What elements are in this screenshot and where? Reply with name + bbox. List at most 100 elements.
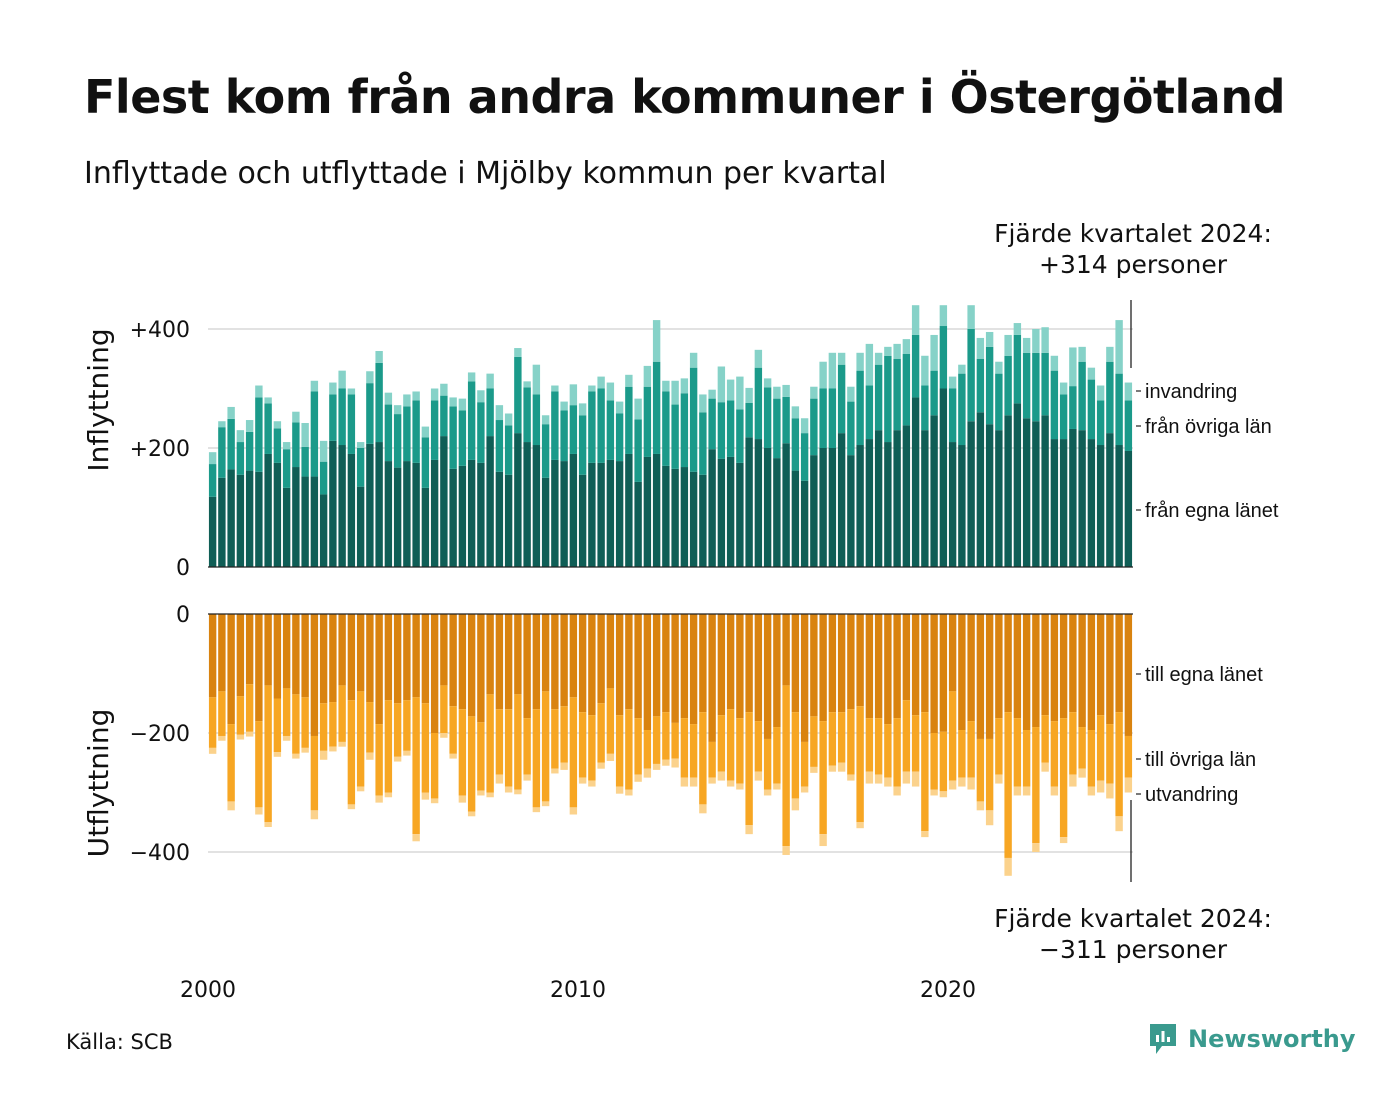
outflow-bar-segment bbox=[828, 712, 837, 766]
inflow-bar-segment bbox=[606, 400, 615, 460]
inflow-bar-segment bbox=[338, 445, 346, 567]
inflow-bar-segment bbox=[754, 349, 763, 368]
inflow-bar-segment bbox=[884, 346, 892, 356]
inflow-bar-segment bbox=[560, 401, 568, 411]
outflow-bar-segment bbox=[292, 614, 300, 695]
outflow-bar-segment bbox=[393, 756, 402, 762]
inflow-bar-segment bbox=[255, 385, 263, 398]
outflow-bar-segment bbox=[597, 614, 605, 704]
outflow-bar-segment bbox=[634, 614, 642, 719]
legend-out-own-county: till egna länet bbox=[1136, 664, 1263, 686]
outflow-bar-segment bbox=[523, 774, 531, 781]
outflow-bar-segment bbox=[1087, 786, 1096, 796]
outflow-bar-segment bbox=[430, 614, 439, 733]
inflow-bar-segment bbox=[745, 387, 753, 403]
outflow-bar-segment bbox=[421, 792, 430, 800]
inflow-bar-segment bbox=[662, 380, 670, 392]
outflow-bar-segment bbox=[1032, 614, 1040, 728]
outflow-bar-segment bbox=[717, 771, 726, 781]
inflow-bar-segment bbox=[615, 401, 624, 414]
outflow-bar-segment bbox=[865, 614, 874, 719]
inflow-bar-segment bbox=[1041, 352, 1049, 416]
inflow-bar-segment bbox=[421, 437, 430, 488]
inflow-bar-segment bbox=[523, 381, 531, 388]
outflow-bar-segment bbox=[948, 614, 957, 692]
inflow-bar-segment bbox=[1087, 367, 1096, 380]
outflow-bar-segment bbox=[847, 709, 855, 775]
inflow-bar-segment bbox=[301, 446, 309, 477]
inflow-bar-segment bbox=[837, 364, 846, 434]
inflow-bar-segment bbox=[754, 439, 763, 567]
inflow-bar-segment bbox=[486, 373, 494, 389]
inflow-bar-segment bbox=[1078, 430, 1086, 567]
outflow-bar-segment bbox=[763, 738, 772, 790]
outflow-bar-segment bbox=[606, 688, 615, 754]
inflow-bar-segment bbox=[495, 405, 504, 421]
inflow-bar-segment bbox=[1124, 450, 1133, 567]
outflow-bar-segment bbox=[958, 730, 966, 778]
outflow-bar-segment bbox=[662, 712, 670, 760]
inflow-bar-segment bbox=[245, 470, 254, 567]
outflow-bar-segment bbox=[477, 614, 485, 723]
outflow-bar-segment bbox=[1059, 837, 1068, 844]
inflow-bar-segment bbox=[921, 385, 929, 431]
inflow-bar-segment bbox=[736, 462, 744, 568]
outflow-bar-segment bbox=[588, 780, 596, 787]
legend-in-immigration: invandring bbox=[1136, 381, 1237, 403]
outflow-bar-segment bbox=[708, 614, 716, 742]
inflow-annotation-line1: Fjärde kvartalet 2024: bbox=[994, 219, 1272, 248]
outflow-bar-segment bbox=[310, 810, 319, 820]
inflow-bar-segment bbox=[319, 494, 328, 567]
inflow-bar-segment bbox=[551, 391, 559, 460]
inflow-bar-segment bbox=[717, 366, 726, 403]
inflow-bar-segment bbox=[958, 373, 966, 446]
inflow-bar-segment bbox=[227, 469, 235, 567]
outflow-bar-segment bbox=[717, 715, 726, 772]
outflow-bar-segment bbox=[1022, 614, 1031, 731]
inflow-bar-segment bbox=[1022, 418, 1031, 567]
inflow-bar-segment bbox=[338, 388, 346, 446]
inflow-bar-segment bbox=[384, 404, 393, 462]
outflow-bar-segment bbox=[467, 716, 476, 812]
inflow-bar-segment bbox=[634, 481, 642, 567]
inflow-bar-segment bbox=[255, 397, 263, 472]
inflow-bar-segment bbox=[810, 455, 818, 567]
outflow-bar-segment bbox=[976, 738, 985, 802]
outflow-bar-segment bbox=[911, 614, 920, 716]
outflow-bar-segment bbox=[1069, 712, 1077, 775]
y-tick-label: +400 bbox=[130, 318, 190, 343]
outflow-bar-segment bbox=[1032, 843, 1040, 852]
outflow-bar-segment bbox=[356, 614, 365, 692]
outflow-bar-segment bbox=[1013, 718, 1022, 787]
outflow-bar-segment bbox=[689, 614, 698, 725]
inflow-bar-segment bbox=[1124, 400, 1133, 451]
outflow-annotation-line1: Fjärde kvartalet 2024: bbox=[994, 904, 1272, 933]
inflow-bar-segment bbox=[504, 425, 513, 475]
inflow-bar-segment bbox=[995, 373, 1003, 431]
outflow-bar-segment bbox=[264, 822, 272, 828]
outflow-bar-segment bbox=[375, 724, 383, 796]
outflow-bar-segment bbox=[782, 846, 790, 855]
outflow-bar-segment bbox=[800, 786, 809, 793]
outflow-bar-segment bbox=[208, 697, 217, 748]
outflow-bar-segment bbox=[921, 712, 929, 832]
outflow-bar-segment bbox=[393, 703, 402, 757]
inflow-bar-segment bbox=[810, 386, 818, 399]
outflow-bar-segment bbox=[643, 614, 652, 731]
inflow-bar-segment bbox=[865, 385, 874, 440]
outflow-bar-segment bbox=[791, 614, 800, 713]
inflow-bar-segment bbox=[782, 384, 790, 397]
inflow-bar-segment bbox=[375, 351, 383, 363]
inflow-bar-segment bbox=[597, 388, 605, 463]
outflow-bar-segment bbox=[1041, 762, 1049, 772]
inflow-bar-segment bbox=[1013, 403, 1022, 568]
inflow-bar-segment bbox=[458, 410, 467, 466]
outflow-bar-segment bbox=[652, 614, 661, 717]
outflow-bar-segment bbox=[319, 614, 328, 704]
inflow-bar-segment bbox=[763, 387, 772, 448]
inflow-bar-segment bbox=[208, 452, 217, 465]
outflow-bar-segment bbox=[717, 614, 726, 716]
inflow-bar-segment bbox=[532, 394, 541, 446]
inflow-bar-segment bbox=[384, 392, 393, 405]
outflow-bar-segment bbox=[569, 807, 578, 815]
